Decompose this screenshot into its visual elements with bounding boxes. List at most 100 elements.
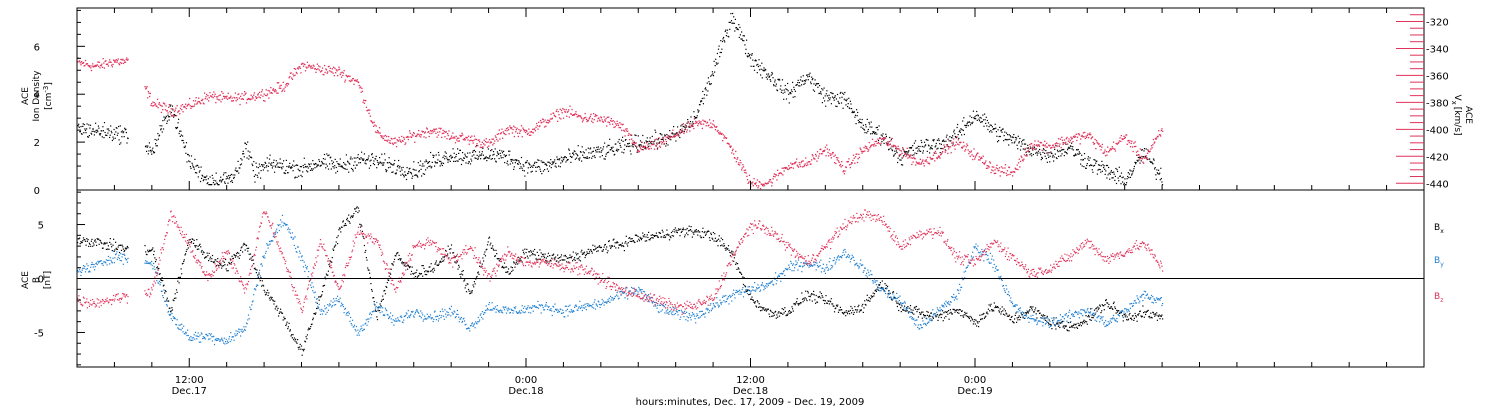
vx-point bbox=[509, 125, 511, 127]
vx-point bbox=[1110, 149, 1112, 151]
bx-point bbox=[831, 303, 833, 305]
density-point bbox=[739, 34, 741, 36]
vx-point bbox=[615, 123, 617, 125]
vx-point bbox=[744, 169, 747, 171]
bx-point bbox=[545, 257, 547, 259]
vx-point bbox=[651, 143, 654, 146]
density-point bbox=[272, 161, 275, 164]
density-point bbox=[1013, 134, 1015, 136]
bx-point bbox=[1004, 314, 1006, 316]
bx-point bbox=[144, 245, 146, 247]
vx-point bbox=[826, 144, 828, 146]
vx-point bbox=[484, 144, 486, 146]
bx-point bbox=[496, 258, 498, 260]
density-point bbox=[792, 81, 794, 83]
density-point bbox=[390, 163, 392, 165]
bx-point bbox=[830, 298, 832, 300]
bx-point bbox=[235, 255, 237, 257]
density-point bbox=[446, 157, 448, 159]
vx-point bbox=[216, 98, 218, 100]
density-point bbox=[469, 163, 472, 165]
bx-point bbox=[701, 231, 703, 233]
bx-point bbox=[653, 234, 655, 236]
density-point bbox=[98, 127, 100, 129]
density-point bbox=[711, 71, 713, 73]
bx-point bbox=[510, 266, 512, 268]
density-point bbox=[325, 167, 327, 169]
vx-point bbox=[1080, 135, 1083, 137]
vx-point bbox=[732, 148, 734, 150]
bx-point bbox=[429, 270, 432, 272]
vx-point bbox=[1016, 168, 1018, 170]
bx-point bbox=[664, 236, 666, 239]
bx-point bbox=[90, 240, 92, 242]
bx-point bbox=[164, 290, 166, 292]
bx-point bbox=[414, 272, 416, 274]
density-point bbox=[1055, 145, 1057, 147]
density-point bbox=[297, 164, 299, 166]
bx-point bbox=[1006, 313, 1008, 315]
bx-point bbox=[685, 229, 687, 231]
density-point bbox=[354, 167, 356, 169]
density-point bbox=[497, 153, 500, 155]
density-point bbox=[377, 161, 379, 163]
vx-point bbox=[725, 137, 727, 139]
bx-point bbox=[715, 240, 717, 242]
bx-point bbox=[122, 246, 124, 248]
vx-point bbox=[498, 129, 500, 131]
bx-point bbox=[1001, 306, 1003, 308]
bx-point bbox=[818, 295, 821, 298]
vx-point bbox=[620, 123, 622, 125]
vx-point bbox=[608, 116, 610, 118]
bx-point bbox=[596, 246, 599, 248]
density-point bbox=[937, 147, 939, 149]
density-point bbox=[350, 167, 353, 170]
density-point bbox=[370, 165, 372, 167]
bx-point bbox=[323, 285, 325, 287]
vx-point bbox=[405, 136, 407, 138]
bx-point bbox=[637, 235, 639, 238]
density-point bbox=[775, 83, 777, 85]
bx-point bbox=[156, 267, 158, 269]
vx-point bbox=[1105, 151, 1107, 153]
vx-point bbox=[1100, 149, 1102, 151]
vx-point bbox=[397, 140, 400, 142]
bx-point bbox=[988, 304, 990, 306]
density-point bbox=[185, 142, 188, 144]
bx-point bbox=[434, 263, 436, 265]
vx-point bbox=[215, 102, 217, 104]
bx-point bbox=[507, 271, 509, 273]
vx-point bbox=[114, 61, 116, 63]
vx-point bbox=[353, 83, 355, 85]
vx-point bbox=[456, 139, 458, 141]
density-point bbox=[510, 160, 512, 162]
bx-point bbox=[553, 253, 555, 255]
vx-point bbox=[291, 77, 293, 79]
bx-point bbox=[199, 243, 201, 245]
density-point bbox=[680, 125, 682, 127]
bx-point bbox=[986, 311, 988, 313]
vx-point bbox=[902, 147, 904, 149]
vx-point bbox=[329, 67, 331, 69]
vx-point bbox=[324, 71, 326, 74]
vx-point bbox=[458, 140, 460, 142]
vx-point bbox=[300, 72, 302, 74]
density-point bbox=[397, 164, 399, 167]
bx-point bbox=[345, 224, 347, 226]
bx-point bbox=[928, 316, 930, 318]
bx-point bbox=[420, 273, 422, 275]
density-point bbox=[1014, 136, 1016, 139]
density-point bbox=[156, 139, 158, 141]
density-point bbox=[107, 128, 110, 130]
density-point bbox=[450, 154, 452, 156]
vx-point bbox=[948, 146, 950, 148]
bx-point bbox=[429, 266, 431, 268]
vx-point bbox=[534, 130, 536, 132]
bx-point bbox=[896, 302, 898, 304]
density-point bbox=[1037, 150, 1040, 152]
vx-point bbox=[508, 133, 510, 135]
vx-point bbox=[664, 136, 666, 138]
vx-point bbox=[97, 61, 99, 63]
vx-point bbox=[78, 60, 80, 63]
vx-point bbox=[429, 129, 432, 132]
